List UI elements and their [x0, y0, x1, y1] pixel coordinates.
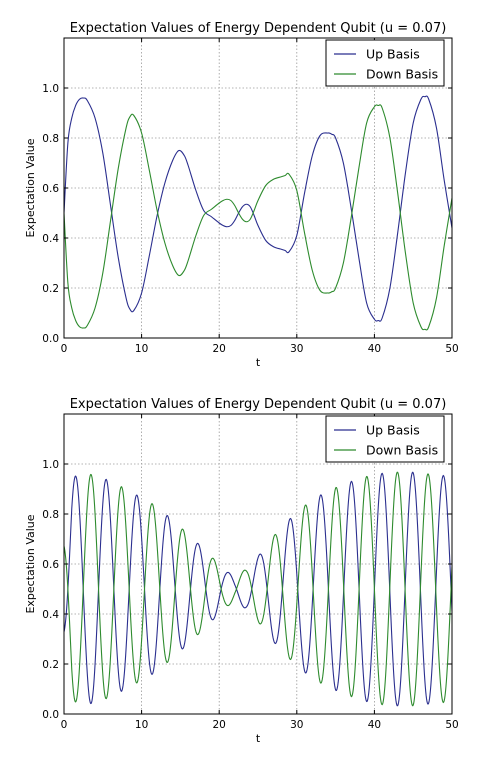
- series-line-down-basis: [64, 471, 452, 707]
- ticks: 0 10 20 30 40 50 0.0 0.2 0.4 0.6 0.8 1.0: [42, 38, 459, 355]
- y-tick-label: 0.0: [42, 709, 59, 721]
- y-tick-label: 1.0: [42, 459, 59, 471]
- chart-title: Expectation Values of Energy Dependent Q…: [70, 21, 447, 36]
- x-tick-label: 10: [135, 719, 148, 731]
- legend: Up Basis Down Basis: [325, 415, 445, 463]
- legend-label: Up Basis: [366, 47, 420, 62]
- y-tick-label: 0.6: [42, 559, 59, 571]
- y-axis-label: Expectation Value: [24, 514, 37, 613]
- legend-box: [325, 39, 445, 87]
- y-tick-label: 1.0: [42, 83, 59, 95]
- y-tick-label: 0.2: [42, 659, 59, 671]
- legend-label: Up Basis: [366, 423, 420, 438]
- x-tick-label: 30: [290, 343, 303, 355]
- ticks: 0 10 20 30 40 50 0.0 0.2 0.4 0.6 0.8 1.0: [42, 414, 459, 731]
- series-group: [64, 95, 452, 331]
- y-tick-label: 0.0: [42, 333, 59, 345]
- x-tick-label: 20: [213, 719, 226, 731]
- x-tick-label: 30: [290, 719, 303, 731]
- y-tick-label: 0.4: [42, 233, 59, 245]
- gridlines: [64, 38, 452, 338]
- chart-2: 0 10 20 30 40 50 0.0 0.2 0.4 0.6 0.8 1.0 Expectation…: [24, 397, 459, 745]
- x-axis-label: t: [256, 356, 261, 369]
- legend-box: [325, 415, 445, 463]
- y-tick-label: 0.2: [42, 283, 59, 295]
- series-line-up-basis: [64, 95, 452, 322]
- y-axis-label: Expectation Value: [24, 138, 37, 237]
- x-tick-label: 40: [368, 343, 381, 355]
- x-tick-label: 0: [61, 343, 68, 355]
- y-tick-label: 0.4: [42, 609, 59, 621]
- legend-label: Down Basis: [366, 67, 438, 82]
- series-line-up-basis: [64, 471, 452, 707]
- y-tick-label: 0.6: [42, 183, 59, 195]
- series-line-down-basis: [64, 104, 452, 331]
- x-tick-label: 50: [445, 719, 458, 731]
- series-group: [64, 471, 452, 707]
- y-tick-label: 0.8: [42, 133, 59, 145]
- x-tick-label: 50: [445, 343, 458, 355]
- x-tick-label: 10: [135, 343, 148, 355]
- y-tick-label: 0.8: [42, 509, 59, 521]
- legend-label: Down Basis: [366, 443, 438, 458]
- x-axis-label: t: [256, 732, 261, 745]
- x-tick-label: 40: [368, 719, 381, 731]
- x-tick-label: 20: [213, 343, 226, 355]
- chart-title: Expectation Values of Energy Dependent Q…: [70, 397, 447, 412]
- gridlines: [64, 414, 452, 714]
- x-tick-label: 0: [61, 719, 68, 731]
- chart-1: 0 10 20 30 40 50 0.0 0.2 0.4 0.6 0.8 1.0 Expectation…: [24, 21, 459, 369]
- legend: Up Basis Down Basis: [325, 39, 445, 87]
